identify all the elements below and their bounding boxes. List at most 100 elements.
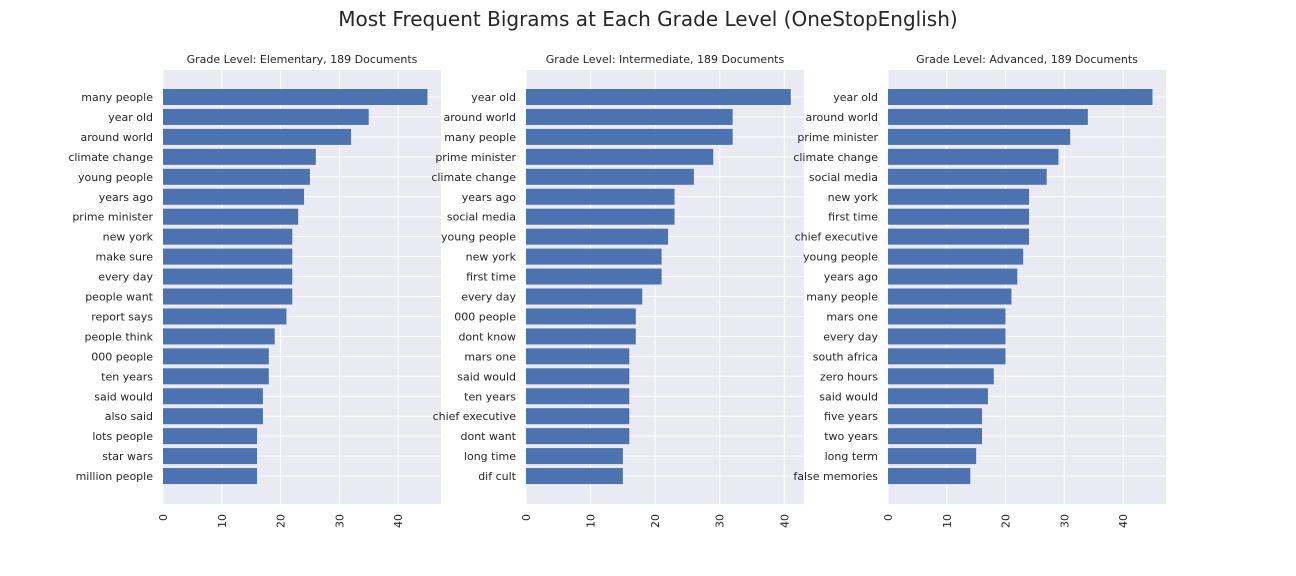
x-tick-label: 20 — [275, 514, 288, 528]
category-label: dif cult — [478, 470, 516, 483]
category-label: every day — [823, 330, 878, 343]
bar — [163, 428, 258, 445]
category-label: years ago — [462, 191, 516, 204]
bar — [163, 228, 293, 245]
bar — [888, 188, 1030, 205]
figure-title: Most Frequent Bigrams at Each Grade Leve… — [338, 7, 958, 31]
category-label: chief executive — [795, 231, 879, 244]
category-label: report says — [91, 310, 153, 323]
category-label: climate change — [431, 171, 516, 184]
subplot-title: Grade Level: Advanced, 189 Documents — [916, 53, 1138, 66]
category-label: prime minister — [797, 131, 878, 144]
category-label: first time — [466, 271, 516, 284]
category-label: climate change — [68, 151, 153, 164]
bar — [888, 408, 983, 425]
bar — [888, 348, 1006, 365]
category-label: ten years — [101, 370, 153, 383]
category-label: lots people — [92, 430, 153, 443]
bar — [526, 148, 714, 165]
category-label: people want — [85, 291, 153, 304]
category-label: new york — [103, 231, 154, 244]
category-label: year old — [108, 111, 153, 124]
category-label: new york — [828, 191, 879, 204]
bar — [888, 308, 1006, 325]
bar — [163, 368, 269, 385]
category-label: said would — [457, 370, 516, 383]
category-label: chief executive — [433, 410, 517, 423]
bar — [888, 168, 1047, 185]
x-tick-label: 0 — [520, 514, 533, 521]
bar — [526, 368, 630, 385]
bar — [888, 208, 1030, 225]
category-label: around world — [444, 111, 516, 124]
category-label: dont know — [458, 330, 516, 343]
x-tick-label: 20 — [1000, 514, 1013, 528]
category-label: many people — [81, 91, 153, 104]
bar — [163, 188, 305, 205]
category-label: every day — [461, 291, 516, 304]
bar — [888, 148, 1059, 165]
category-label: new york — [466, 251, 517, 264]
category-label: climate change — [793, 151, 878, 164]
bar — [526, 168, 694, 185]
bar — [526, 248, 662, 265]
x-tick-label: 10 — [585, 514, 598, 528]
category-label: zero hours — [820, 370, 878, 383]
x-tick-label: 30 — [714, 514, 727, 528]
bar — [526, 468, 623, 485]
category-label: social media — [809, 171, 878, 184]
bar — [526, 388, 630, 405]
x-tick-label: 30 — [1058, 514, 1071, 528]
bar — [888, 468, 971, 485]
bar — [888, 248, 1024, 265]
bar — [526, 348, 630, 365]
category-label: prime minister — [435, 151, 516, 164]
bar — [163, 308, 287, 325]
subplot-title: Grade Level: Elementary, 189 Documents — [187, 53, 418, 66]
category-label: year old — [471, 91, 516, 104]
category-label: young people — [78, 171, 153, 184]
bar — [163, 148, 316, 165]
x-tick-label: 40 — [1117, 514, 1130, 528]
category-label: around world — [81, 131, 153, 144]
category-label: million people — [76, 470, 154, 483]
bar — [526, 268, 662, 285]
x-tick-label: 20 — [649, 514, 662, 528]
x-tick-label: 0 — [157, 514, 170, 521]
category-label: 000 people — [454, 310, 516, 323]
category-label: years ago — [824, 271, 878, 284]
category-label: every day — [98, 271, 153, 284]
bar — [163, 408, 263, 425]
category-label: many people — [806, 291, 878, 304]
category-label: five years — [824, 410, 878, 423]
bar — [888, 268, 1018, 285]
category-label: 000 people — [91, 350, 153, 363]
bar — [163, 268, 293, 285]
bar — [888, 388, 988, 405]
bar — [526, 448, 623, 465]
category-label: social media — [447, 211, 516, 224]
category-label: said would — [94, 390, 153, 403]
category-label: south africa — [813, 350, 878, 363]
bar — [526, 228, 669, 245]
category-label: years ago — [99, 191, 153, 204]
bar — [526, 328, 636, 345]
bar — [888, 288, 1012, 305]
category-label: mars one — [464, 350, 516, 363]
x-tick-label: 40 — [778, 514, 791, 528]
bar — [163, 388, 263, 405]
category-label: star wars — [102, 450, 153, 463]
x-tick-label: 0 — [882, 514, 895, 521]
category-label: mars one — [826, 310, 878, 323]
bar — [888, 108, 1088, 125]
category-label: year old — [833, 91, 878, 104]
bar — [526, 188, 675, 205]
category-label: prime minister — [72, 211, 153, 224]
bar — [888, 448, 977, 465]
category-label: people think — [85, 330, 154, 343]
x-tick-label: 40 — [392, 514, 405, 528]
bar — [526, 308, 636, 325]
category-label: long time — [464, 450, 516, 463]
x-tick-label: 30 — [333, 514, 346, 528]
